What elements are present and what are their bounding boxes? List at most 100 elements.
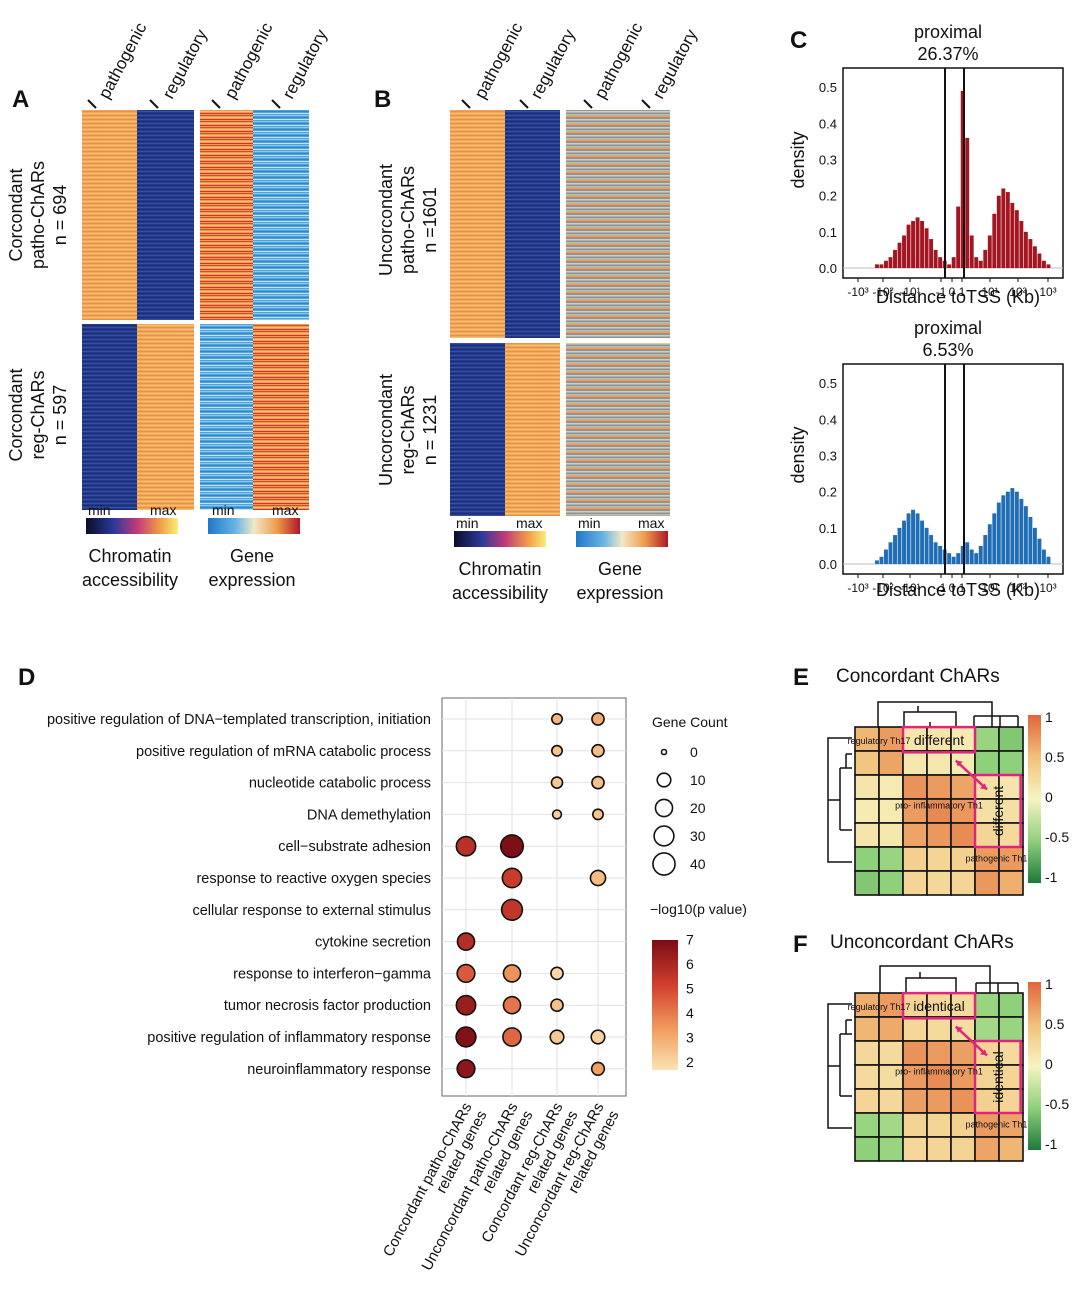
f-heat-cell [902, 1112, 928, 1138]
e-cbar-ticks-tick: 0.5 [1045, 749, 1065, 765]
c-bottom-bar [960, 545, 965, 564]
c-bottom-bar [983, 535, 988, 564]
group-b2-line1: Uncorcondant [376, 374, 396, 486]
c-top-bar [906, 224, 911, 268]
col-label-a-4: regulatory [279, 26, 332, 102]
d-point [549, 1029, 565, 1045]
f-heat-label-path: pathogenic Th17 [966, 1119, 1033, 1129]
d-color-legend-tick: 3 [686, 1030, 694, 1046]
f-heat-cell [854, 1064, 880, 1090]
legend-b1-title1: Chromatin [458, 559, 541, 579]
f-heat-cell [974, 1136, 1000, 1162]
d-size-legend-label: 40 [690, 856, 706, 872]
e-heat-cell [854, 774, 880, 800]
c-top-bar [1014, 210, 1019, 268]
panel-e: Concordant ChARs differentdifferentregul… [827, 666, 1069, 896]
group-a2-line2: reg-ChARs [28, 370, 48, 459]
c-bottom-bar [1037, 538, 1042, 564]
d-row-label: cellular response to external stimulus [192, 903, 431, 919]
c-top-xtick: -1 [936, 285, 947, 299]
f-heat-cell [878, 1040, 904, 1066]
c-bottom-bar [956, 553, 961, 564]
e-heat-cell [854, 750, 880, 776]
c-top-bar [992, 213, 997, 268]
panel-label-e: E [793, 664, 809, 691]
c-top-bar [983, 249, 988, 268]
d-row-label: positive regulation of mRNA catabolic pr… [136, 744, 431, 760]
heatmap-a-patho-chrom-patho [82, 110, 137, 320]
e-cbar-ticks-tick: -1 [1045, 869, 1058, 885]
d-size-legend: 0 10 20 30 40 [652, 744, 706, 876]
legend-b1-max: max [516, 515, 542, 531]
e-heat-cell [974, 870, 1000, 896]
e-heat-cell [902, 774, 928, 800]
legend-a1-min: min [88, 502, 111, 518]
f-heat-cell [998, 1016, 1024, 1042]
c-bottom-bar [888, 542, 893, 564]
c-top-bar [969, 235, 974, 268]
c-bottom-title: proximal [914, 318, 982, 338]
c-top-plot: 0.0 0.1 0.2 0.3 0.4 0.5 -10³ -10² -10¹ -1 0 1 10¹ 10²… [819, 67, 1064, 299]
c-bottom-xlabel: Distance toTSS (Kb) [876, 580, 1040, 600]
c-bottom-bar [933, 542, 938, 564]
d-points [455, 712, 607, 1079]
d-col-label-line1: Concordant patho-ChARs [380, 1100, 476, 1260]
f-heat-cell [854, 1016, 880, 1042]
f-cbar-ticks-tick: 1 [1045, 976, 1053, 992]
d-point [591, 712, 605, 726]
c-top-bar [911, 221, 916, 268]
c-top-ytick: 0.1 [819, 225, 837, 240]
heatmap-a-patho-chrom-reg [137, 110, 194, 320]
col-ticks-b [461, 99, 651, 109]
f-heat-cell [974, 1016, 1000, 1042]
c-top-xtick: 0 [949, 285, 956, 299]
f-heat-cell [902, 1016, 928, 1042]
c-bottom-bar [1023, 506, 1028, 564]
legend-a2-bar [208, 518, 300, 534]
c-bottom-bar [951, 556, 956, 564]
e-heat-cell [854, 870, 880, 896]
c-bottom-bar [969, 549, 974, 564]
c-bottom-xtick: -1 [936, 581, 947, 595]
d-point [550, 712, 563, 725]
d-row-label: cell−substrate adhesion [278, 839, 431, 855]
d-point [550, 998, 564, 1013]
c-bottom-bar [1041, 549, 1046, 564]
c-top-bar [960, 90, 965, 268]
f-col-dendrogram [879, 965, 1019, 995]
legend-b2-max: max [638, 515, 664, 531]
legend-a2-title1: Gene [230, 546, 274, 566]
d-row-label: tumor necrosis factor production [224, 998, 431, 1014]
col-label-a-1: pathogenic [95, 19, 151, 102]
c-top-bar [920, 221, 925, 268]
panel-f: Unconcordant ChARs identicalidenticalreg… [827, 932, 1069, 1162]
c-top-bar [897, 242, 902, 268]
f-row-dendrogram [827, 1003, 852, 1129]
c-top-xtick: -10² [872, 285, 893, 299]
e-heat-cell [950, 870, 976, 896]
c-bottom-bar [902, 520, 906, 564]
f-cbar-ticks-tick: -0.5 [1045, 1096, 1069, 1112]
e-heat-cell [878, 822, 904, 848]
legend-b2-title1: Gene [598, 559, 642, 579]
e-heat-highlight-right [973, 773, 1022, 849]
c-top-bar [902, 235, 906, 268]
col-label-a-2: regulatory [159, 26, 212, 102]
f-heat-cell [878, 1016, 904, 1042]
d-size-legend-label: 10 [690, 772, 706, 788]
group-b1-line3: n =1601 [420, 187, 440, 253]
e-heat-label-reg: regulatory Th17 [848, 736, 911, 746]
e-col-dendrogram [877, 701, 1019, 728]
legend-a1-title2: accessibility [82, 570, 178, 590]
legend-a1-title1: Chromatin [88, 546, 171, 566]
heatmap-b-patho-chrom-reg [505, 110, 560, 338]
e-heat-cell [878, 750, 904, 776]
c-top-bar [1005, 192, 1010, 268]
e-heat-cell [926, 798, 952, 824]
e-heat-cell [950, 750, 976, 776]
c-top-bar [933, 249, 938, 268]
c-bottom-ytick: 0.1 [819, 521, 837, 536]
col-label-a-3: pathogenic [221, 19, 277, 102]
heatmap-b-patho-chrom-patho [450, 110, 505, 338]
c-bottom-xtick: 1 [959, 581, 966, 595]
